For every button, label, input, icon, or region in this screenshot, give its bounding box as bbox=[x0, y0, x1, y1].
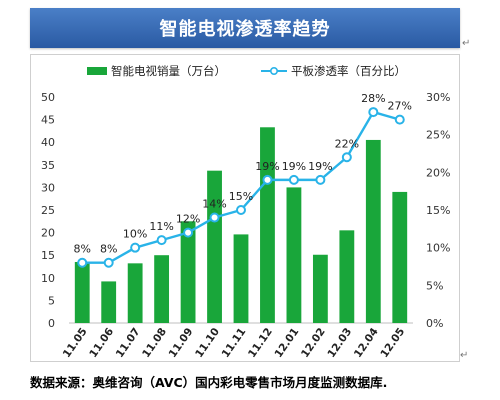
y-left-tick-label: 30 bbox=[41, 181, 55, 194]
data-label: 28% bbox=[361, 92, 385, 105]
x-tick-label: 11.07 bbox=[114, 326, 143, 360]
legend-label-bar: 智能电视销量（万台） bbox=[111, 64, 226, 78]
data-label: 12% bbox=[176, 213, 200, 226]
x-tick-label: 11.10 bbox=[193, 326, 222, 360]
data-label: 19% bbox=[282, 160, 306, 173]
bar bbox=[339, 230, 355, 323]
y-right-tick-label: 5% bbox=[426, 279, 443, 292]
bar bbox=[392, 191, 408, 323]
bar bbox=[260, 127, 275, 323]
y-right-tick-label: 15% bbox=[426, 204, 450, 217]
line-point bbox=[236, 205, 246, 215]
y-left-tick-label: 25 bbox=[41, 204, 55, 217]
y-left-tick-label: 5 bbox=[48, 294, 55, 307]
data-label: 8% bbox=[74, 243, 91, 256]
bar-series bbox=[74, 127, 408, 323]
y-left-tick-label: 20 bbox=[41, 227, 55, 240]
data-label: 8% bbox=[100, 243, 117, 256]
data-label: 27% bbox=[388, 100, 412, 113]
data-label: 15% bbox=[229, 190, 253, 203]
y-left-tick-label: 15 bbox=[41, 249, 55, 262]
line-point bbox=[394, 114, 405, 125]
data-label: 19% bbox=[255, 160, 279, 173]
chart-frame: 智能电视销量（万台） 平板渗透率（百分比） 0 5 10 15 20 25 30 35 40 45… bbox=[30, 54, 460, 362]
data-label: 11% bbox=[149, 220, 173, 233]
chart-title: 智能电视渗透率趋势 bbox=[159, 19, 331, 40]
legend-swatch-marker bbox=[270, 67, 279, 76]
bar bbox=[233, 234, 249, 323]
x-axis-labels: 11.0511.0611.0711.0811.0911.1011.1111.12… bbox=[61, 326, 407, 360]
data-label: 10% bbox=[123, 228, 147, 241]
bar bbox=[207, 170, 222, 323]
x-tick-label: 11.09 bbox=[167, 326, 196, 360]
y-left-tick-label: 50 bbox=[41, 91, 55, 104]
y-left-tick-label: 10 bbox=[41, 272, 55, 285]
y-left-tick-label: 40 bbox=[41, 136, 55, 149]
bar bbox=[286, 187, 302, 323]
y-left-tick-label: 45 bbox=[41, 114, 55, 127]
data-label: 22% bbox=[335, 137, 359, 150]
line-point bbox=[130, 242, 141, 253]
line-point bbox=[77, 257, 88, 268]
x-tick-label: 12.05 bbox=[378, 326, 407, 360]
line-point bbox=[288, 174, 299, 185]
paragraph-mark-bottom: ↵ bbox=[460, 350, 469, 361]
line-point bbox=[262, 174, 273, 185]
bar bbox=[312, 254, 328, 323]
chart-svg: 智能电视销量（万台） 平板渗透率（百分比） 0 5 10 15 20 25 30 35 40 45… bbox=[41, 64, 450, 360]
line-series: 8% 8%10%11%12%14%15%19% 19% 19%22%28%27% bbox=[74, 92, 412, 268]
line-point bbox=[183, 227, 194, 238]
x-tick-label: 12.01 bbox=[272, 326, 301, 360]
line-point bbox=[315, 174, 326, 185]
x-tick-label: 12.04 bbox=[352, 326, 381, 360]
bar bbox=[154, 255, 170, 323]
y-right-tick-label: 30% bbox=[426, 91, 450, 104]
bar bbox=[365, 139, 381, 323]
line-point bbox=[209, 212, 220, 223]
line-point bbox=[103, 257, 114, 268]
line-point bbox=[368, 107, 379, 118]
legend-swatch-bar bbox=[87, 67, 107, 75]
y-right-tick-label: 10% bbox=[426, 242, 450, 255]
x-tick-label: 11.11 bbox=[220, 326, 249, 360]
y-right-tick-label: 0% bbox=[426, 317, 443, 330]
chart-title-bar: 智能电视渗透率趋势 bbox=[30, 8, 460, 48]
x-tick-label: 11.05 bbox=[61, 326, 90, 360]
y-axis-right: 0% 5% 10% 15% 20% 25% 30% bbox=[426, 91, 450, 330]
line-point bbox=[156, 235, 167, 246]
legend: 智能电视销量（万台） 平板渗透率（百分比） bbox=[87, 64, 406, 78]
y-left-tick-label: 35 bbox=[41, 159, 55, 172]
source-note: 数据来源：奥维咨询（AVC）国内彩电零售市场月度监测数据库. bbox=[30, 375, 388, 390]
data-label: 14% bbox=[202, 198, 226, 211]
x-tick-label: 11.12 bbox=[246, 326, 275, 360]
bar bbox=[180, 221, 196, 323]
y-axis-left: 0 5 10 15 20 25 30 35 40 45 50 bbox=[41, 91, 55, 330]
data-label: 19% bbox=[308, 160, 332, 173]
x-tick-label: 11.08 bbox=[140, 326, 169, 360]
legend-label-line: 平板渗透率（百分比） bbox=[291, 64, 406, 78]
bar bbox=[101, 281, 117, 323]
x-tick-label: 12.03 bbox=[325, 326, 354, 360]
paragraph-mark-top: ↵ bbox=[462, 38, 471, 49]
y-right-tick-label: 25% bbox=[426, 129, 450, 142]
bar bbox=[127, 263, 143, 323]
bar bbox=[74, 261, 90, 323]
y-right-tick-label: 20% bbox=[426, 166, 450, 179]
line-point bbox=[341, 152, 352, 163]
x-tick-label: 12.02 bbox=[299, 326, 328, 360]
y-left-tick-label: 0 bbox=[48, 317, 55, 330]
x-tick-label: 11.06 bbox=[87, 326, 116, 360]
